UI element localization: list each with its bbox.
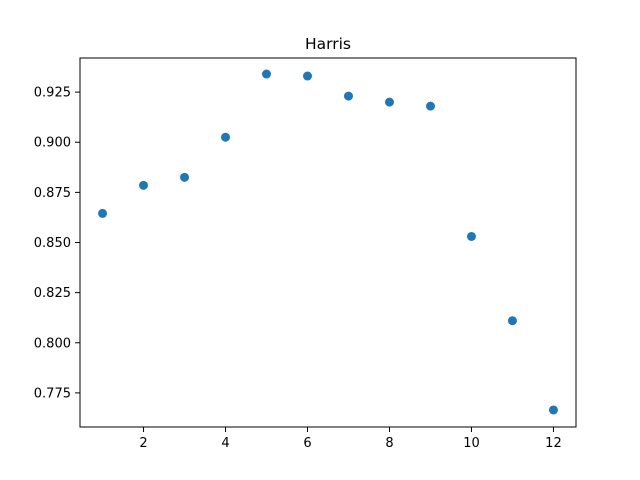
x-tick-label: 4 (221, 436, 229, 451)
data-point (139, 180, 149, 190)
y-tick-label: 0.925 (34, 86, 71, 101)
data-point (303, 71, 313, 81)
plot-area: 2 4 6 8 10 12 0.775 0.800 0.825 0.850 0.875 0.900 0.… (34, 57, 577, 451)
x-tick-label: 8 (385, 436, 393, 451)
data-point (262, 69, 272, 79)
x-tick-label: 10 (463, 436, 480, 451)
x-tick-label: 12 (545, 436, 562, 451)
data-point (425, 101, 435, 111)
y-tick-label: 0.775 (34, 386, 71, 401)
x-tick-label: 6 (303, 436, 311, 451)
data-point (343, 91, 353, 101)
x-tick-label: 2 (139, 436, 147, 451)
data-point (384, 97, 394, 107)
data-point (507, 316, 517, 326)
axes-frame (79, 57, 577, 428)
chart-title: Harris (305, 35, 351, 53)
data-point (221, 132, 231, 142)
y-tick-label: 0.800 (34, 336, 71, 351)
data-point (98, 208, 108, 218)
data-point (180, 172, 190, 182)
y-tick-label: 0.825 (34, 286, 71, 301)
data-point (466, 231, 476, 241)
y-tick-label: 0.850 (34, 236, 71, 251)
y-tick-label: 0.875 (34, 186, 71, 201)
y-tick-label: 0.900 (34, 136, 71, 151)
data-point (548, 405, 558, 415)
